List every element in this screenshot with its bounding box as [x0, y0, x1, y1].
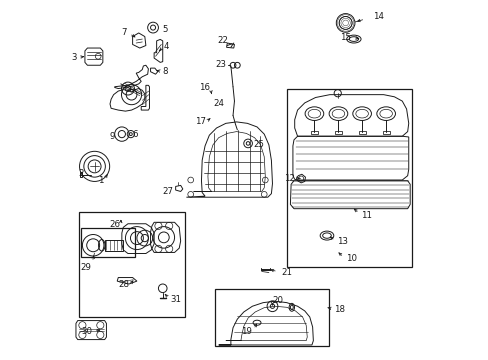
Text: 27: 27: [162, 187, 173, 196]
Text: 12: 12: [283, 174, 294, 183]
Text: 29: 29: [80, 264, 91, 273]
Text: 6: 6: [132, 130, 138, 139]
Text: 28: 28: [119, 280, 129, 289]
Bar: [215, 289, 328, 346]
Bar: [81, 228, 135, 257]
Text: 5: 5: [163, 25, 168, 34]
Text: 7: 7: [121, 28, 126, 37]
Text: 17: 17: [194, 117, 205, 126]
Text: 16: 16: [199, 83, 210, 92]
Text: 10: 10: [345, 255, 356, 264]
Text: 11: 11: [360, 211, 371, 220]
Text: 14: 14: [372, 12, 383, 21]
Bar: [286, 89, 411, 267]
Text: 26: 26: [109, 220, 121, 229]
Bar: [79, 212, 185, 317]
Text: 22: 22: [217, 36, 228, 45]
Text: 9: 9: [109, 132, 115, 141]
Text: 4: 4: [163, 42, 169, 51]
Text: 19: 19: [241, 327, 252, 336]
Text: 30: 30: [81, 327, 92, 336]
Text: 15: 15: [340, 33, 351, 42]
Text: 13: 13: [336, 237, 347, 246]
Text: 18: 18: [333, 305, 345, 314]
Text: 25: 25: [253, 140, 264, 149]
Text: 23: 23: [215, 60, 226, 69]
Text: 24: 24: [213, 99, 224, 108]
Text: 8: 8: [163, 67, 168, 76]
Text: 3: 3: [71, 53, 77, 62]
Text: 20: 20: [272, 296, 283, 305]
Text: 1: 1: [98, 176, 104, 185]
Text: 2: 2: [78, 169, 83, 178]
Text: 21: 21: [281, 268, 291, 277]
Text: 31: 31: [169, 294, 181, 303]
